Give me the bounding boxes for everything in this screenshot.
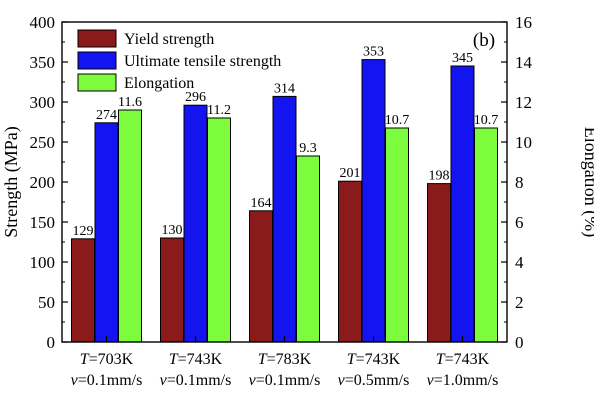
legend: Yield strength Ultimate tensile strength E… xyxy=(77,29,281,92)
bar-2-3 xyxy=(272,95,297,343)
value-label-1-4: 201 xyxy=(340,166,361,181)
value-label-1-5: 198 xyxy=(429,169,450,184)
legend-label-3: Elongation xyxy=(124,75,194,92)
value-label-2-3: 314 xyxy=(274,81,295,96)
value-label-2-1: 274 xyxy=(96,108,117,123)
legend-swatch-1 xyxy=(77,29,117,48)
x-tick-label-condition-t: T=743K xyxy=(347,351,401,368)
panel-label: (b) xyxy=(473,30,495,51)
bar-3-4 xyxy=(385,127,409,343)
value-label-3-3: 9.3 xyxy=(299,141,317,156)
left-tick-label: 0 xyxy=(47,333,56,352)
bar-2-2 xyxy=(183,104,208,343)
x-tick-label-condition-v: v=0.5mm/s xyxy=(338,372,410,389)
x-tick-label-condition-v: v=0.1mm/s xyxy=(249,372,321,389)
left-tick-label: 200 xyxy=(30,173,56,192)
bars-layer xyxy=(71,59,498,343)
right-tick-label: 6 xyxy=(515,213,524,232)
right-tick-label: 12 xyxy=(515,93,532,112)
legend-label-2: Ultimate tensile strength xyxy=(124,53,281,70)
value-label-1-3: 164 xyxy=(251,196,272,211)
bar-1-5 xyxy=(427,183,451,343)
right-tick-label: 10 xyxy=(515,133,532,152)
value-label-2-5: 345 xyxy=(452,51,473,66)
left-tick-label: 50 xyxy=(38,293,55,312)
value-label-3-4: 10.7 xyxy=(385,113,410,128)
value-label-1-2: 130 xyxy=(162,223,183,238)
right-tick-label: 2 xyxy=(515,293,524,312)
bar-2-4 xyxy=(361,59,386,343)
left-tick-label: 350 xyxy=(30,53,56,72)
value-label-2-2: 296 xyxy=(185,90,206,105)
x-tick-label-condition-t: T=783K xyxy=(258,351,312,368)
legend-swatch-3 xyxy=(77,73,117,92)
x-tick-label-condition-t: T=743K xyxy=(169,351,223,368)
left-axis-title: Strength (MPa) xyxy=(1,126,22,238)
x-tick-label-condition-v: v=0.1mm/s xyxy=(160,372,232,389)
value-label-2-4: 353 xyxy=(363,45,384,60)
right-tick-label: 0 xyxy=(515,333,524,352)
bar-1-1 xyxy=(71,238,95,343)
left-tick-label: 400 xyxy=(30,13,56,32)
bar-3-2 xyxy=(207,117,231,343)
left-tick-label: 100 xyxy=(30,253,56,272)
right-tick-label: 14 xyxy=(515,53,533,72)
value-label-3-2: 11.2 xyxy=(207,103,231,118)
bar-1-4 xyxy=(338,180,362,343)
right-axis-title: Elongation (%) xyxy=(580,127,594,237)
value-label-1-1: 129 xyxy=(73,224,94,239)
bar-3-1 xyxy=(118,109,142,343)
value-label-3-5: 10.7 xyxy=(474,113,499,128)
x-tick-label-condition-t: T=703K xyxy=(80,351,134,368)
value-labels-layer: 129 130 164 201 198 274 296 314 353 345 11.6 11.2 9.… xyxy=(73,45,499,239)
left-tick-label: 150 xyxy=(30,213,56,232)
left-tick-label: 250 xyxy=(30,133,56,152)
left-tick-label: 300 xyxy=(30,93,56,112)
bar-3-3 xyxy=(296,155,320,343)
bar-3-5 xyxy=(474,127,498,343)
x-tick-label-condition-t: T=743K xyxy=(436,351,490,368)
right-tick-label: 8 xyxy=(515,173,524,192)
left-axis-ticks: 0 50 100 150 200 250 300 350 400 xyxy=(30,13,68,352)
bar-2-5 xyxy=(450,65,475,343)
legend-swatch-2 xyxy=(77,51,117,70)
legend-label-1: Yield strength xyxy=(124,31,214,48)
bar-1-2 xyxy=(160,237,184,343)
x-tick-label-condition-v: v=0.1mm/s xyxy=(71,372,143,389)
bar-1-3 xyxy=(249,210,273,343)
bar-2-1 xyxy=(94,122,119,343)
right-tick-label: 16 xyxy=(515,13,532,32)
right-tick-label: 4 xyxy=(515,253,524,272)
x-tick-label-condition-v: v=1.0mm/s xyxy=(427,372,499,389)
x-axis-ticks: T=703K v=0.1mm/s T=743K v=0.1mm/s T=783K v=0.… xyxy=(71,336,499,389)
right-axis-ticks: 0 2 4 6 8 10 12 14 16 xyxy=(501,13,533,352)
value-label-3-1: 11.6 xyxy=(118,95,142,110)
